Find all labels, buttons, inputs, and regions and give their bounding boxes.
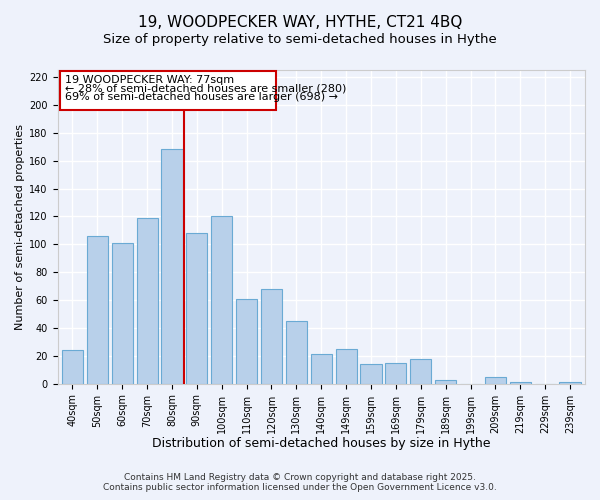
Bar xyxy=(161,150,182,384)
Text: Contains HM Land Registry data © Crown copyright and database right 2025.
Contai: Contains HM Land Registry data © Crown c… xyxy=(103,473,497,492)
Bar xyxy=(510,382,531,384)
Text: 69% of semi-detached houses are larger (698) →: 69% of semi-detached houses are larger (… xyxy=(65,92,338,102)
FancyBboxPatch shape xyxy=(60,72,277,110)
Text: ← 28% of semi-detached houses are smaller (280): ← 28% of semi-detached houses are smalle… xyxy=(65,84,346,94)
Text: 19 WOODPECKER WAY: 77sqm: 19 WOODPECKER WAY: 77sqm xyxy=(65,75,234,85)
X-axis label: Distribution of semi-detached houses by size in Hythe: Distribution of semi-detached houses by … xyxy=(152,437,491,450)
Bar xyxy=(410,358,431,384)
Bar xyxy=(261,289,282,384)
Bar xyxy=(385,363,406,384)
Bar xyxy=(361,364,382,384)
Bar xyxy=(186,233,208,384)
Bar xyxy=(311,354,332,384)
Y-axis label: Number of semi-detached properties: Number of semi-detached properties xyxy=(15,124,25,330)
Text: Size of property relative to semi-detached houses in Hythe: Size of property relative to semi-detach… xyxy=(103,32,497,46)
Bar xyxy=(87,236,108,384)
Text: 19, WOODPECKER WAY, HYTHE, CT21 4BQ: 19, WOODPECKER WAY, HYTHE, CT21 4BQ xyxy=(138,15,462,30)
Bar xyxy=(211,216,232,384)
Bar xyxy=(335,349,357,384)
Bar xyxy=(236,298,257,384)
Bar xyxy=(137,218,158,384)
Bar xyxy=(559,382,581,384)
Bar xyxy=(435,380,456,384)
Bar xyxy=(286,321,307,384)
Bar xyxy=(112,243,133,384)
Bar xyxy=(62,350,83,384)
Bar xyxy=(485,377,506,384)
